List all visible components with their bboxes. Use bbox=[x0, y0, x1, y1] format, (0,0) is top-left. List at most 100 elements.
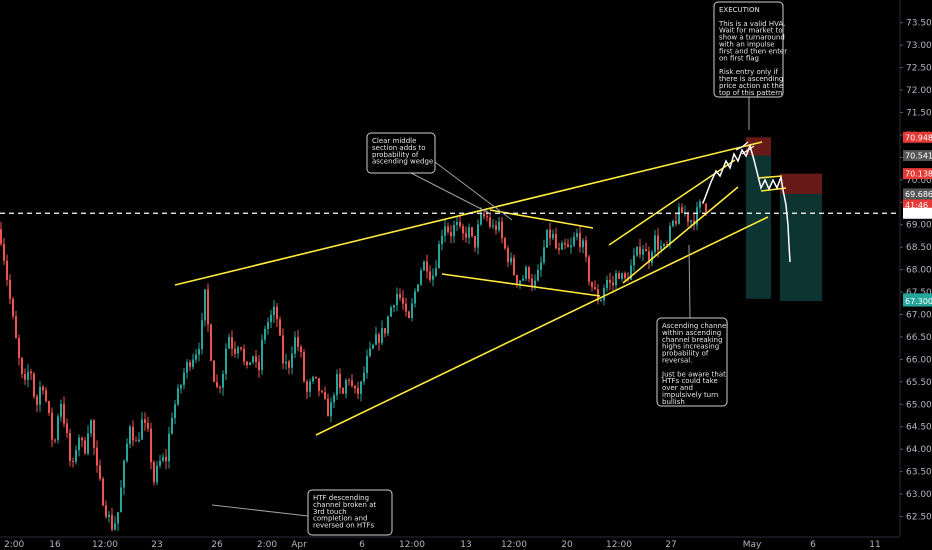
candle-down bbox=[450, 232, 452, 237]
annotation-line: 3rd touch bbox=[313, 508, 347, 516]
candle-down bbox=[555, 233, 557, 249]
candle-up bbox=[453, 224, 455, 237]
candle-down bbox=[15, 316, 17, 339]
candle-down bbox=[84, 440, 86, 454]
annotation-line: there is ascending bbox=[719, 75, 783, 83]
annotation-line: ascending wedge bbox=[372, 158, 433, 166]
candle-up bbox=[330, 402, 332, 417]
candle-down bbox=[3, 243, 5, 261]
candle-down bbox=[30, 371, 32, 374]
candle-up bbox=[468, 227, 470, 238]
candle-up bbox=[195, 354, 197, 360]
candle-up bbox=[411, 303, 413, 318]
candle-down bbox=[564, 243, 566, 245]
time-tick-label: Apr bbox=[291, 540, 307, 550]
candles-layer bbox=[0, 199, 707, 532]
candle-up bbox=[696, 207, 698, 225]
annotation-line: impulsively turn bbox=[662, 391, 718, 399]
candle-up bbox=[228, 337, 230, 349]
candle-down bbox=[246, 361, 248, 366]
price-tick-label: 71.500 bbox=[906, 108, 932, 118]
candle-up bbox=[519, 280, 521, 285]
candle-up bbox=[663, 244, 665, 247]
candle-up bbox=[498, 221, 500, 231]
candle-down bbox=[327, 398, 329, 417]
time-tick-label: 27 bbox=[665, 540, 676, 550]
candle-down bbox=[72, 460, 74, 462]
annotation-line: channel broken at bbox=[313, 501, 376, 509]
candle-up bbox=[117, 512, 119, 524]
price-tick-label: 72.500 bbox=[906, 64, 932, 74]
candle-down bbox=[42, 386, 44, 391]
candle-down bbox=[240, 347, 242, 349]
candle-down bbox=[657, 235, 659, 250]
candle-down bbox=[0, 229, 2, 244]
candle-up bbox=[690, 220, 692, 222]
candle-up bbox=[126, 443, 128, 461]
candle-up bbox=[654, 235, 656, 253]
price-tag bbox=[903, 207, 932, 219]
candle-up bbox=[573, 236, 575, 246]
price-tick-label: 66.500 bbox=[906, 333, 932, 343]
candle-up bbox=[570, 245, 572, 248]
candle-down bbox=[66, 423, 68, 434]
candle-down bbox=[99, 465, 101, 479]
candle-down bbox=[279, 319, 281, 336]
candle-up bbox=[177, 388, 179, 405]
annotation-leader bbox=[688, 244, 691, 319]
candle-down bbox=[342, 387, 344, 394]
time-tick-label: 11 bbox=[869, 540, 880, 550]
annotation-line: highs increasing bbox=[662, 343, 719, 351]
candle-up bbox=[678, 207, 680, 224]
candle-down bbox=[258, 361, 260, 371]
candle-up bbox=[90, 420, 92, 434]
candle-up bbox=[444, 226, 446, 236]
time-tick-label: 12:00 bbox=[399, 540, 425, 550]
candle-down bbox=[378, 334, 380, 343]
candle-up bbox=[366, 355, 368, 373]
candle-up bbox=[375, 334, 377, 345]
candle-up bbox=[396, 294, 398, 306]
candle-up bbox=[438, 244, 440, 269]
candle-up bbox=[201, 320, 203, 350]
candle-down bbox=[96, 447, 98, 466]
candle-up bbox=[57, 416, 59, 440]
candle-down bbox=[447, 226, 449, 233]
annotation-line: This is a valid HVA. bbox=[718, 20, 785, 28]
candle-up bbox=[540, 262, 542, 270]
candle-up bbox=[291, 353, 293, 368]
candle-up bbox=[345, 380, 347, 394]
candle-up bbox=[270, 314, 272, 323]
candle-down bbox=[558, 248, 560, 250]
candle-down bbox=[405, 303, 407, 312]
candle-down bbox=[348, 380, 350, 382]
candle-up bbox=[39, 386, 41, 405]
candle-up bbox=[561, 243, 563, 250]
candle-up bbox=[138, 439, 140, 442]
candle-down bbox=[324, 392, 326, 399]
candle-down bbox=[666, 244, 668, 246]
candle-down bbox=[507, 248, 509, 263]
candle-up bbox=[600, 300, 602, 302]
candle-down bbox=[306, 381, 308, 392]
candle-down bbox=[132, 426, 134, 441]
candle-up bbox=[108, 514, 110, 517]
position-zones bbox=[746, 137, 822, 302]
annotation-line: channel breaking bbox=[662, 336, 723, 344]
candle-down bbox=[462, 226, 464, 234]
wedge-top-lines bbox=[735, 141, 755, 155]
candle-down bbox=[45, 390, 47, 402]
price-tick-label: 72.000 bbox=[906, 86, 932, 96]
candle-down bbox=[288, 361, 290, 368]
candle-down bbox=[585, 240, 587, 257]
candle-up bbox=[603, 288, 605, 301]
candle-up bbox=[174, 404, 176, 418]
candle-down bbox=[483, 213, 485, 217]
annotation-box bbox=[307, 489, 393, 536]
candle-down bbox=[6, 260, 8, 280]
candle-down bbox=[408, 311, 410, 318]
candle-down bbox=[36, 396, 38, 405]
candle-up bbox=[171, 417, 173, 434]
candle-up bbox=[546, 229, 548, 248]
candle-down bbox=[255, 356, 257, 362]
